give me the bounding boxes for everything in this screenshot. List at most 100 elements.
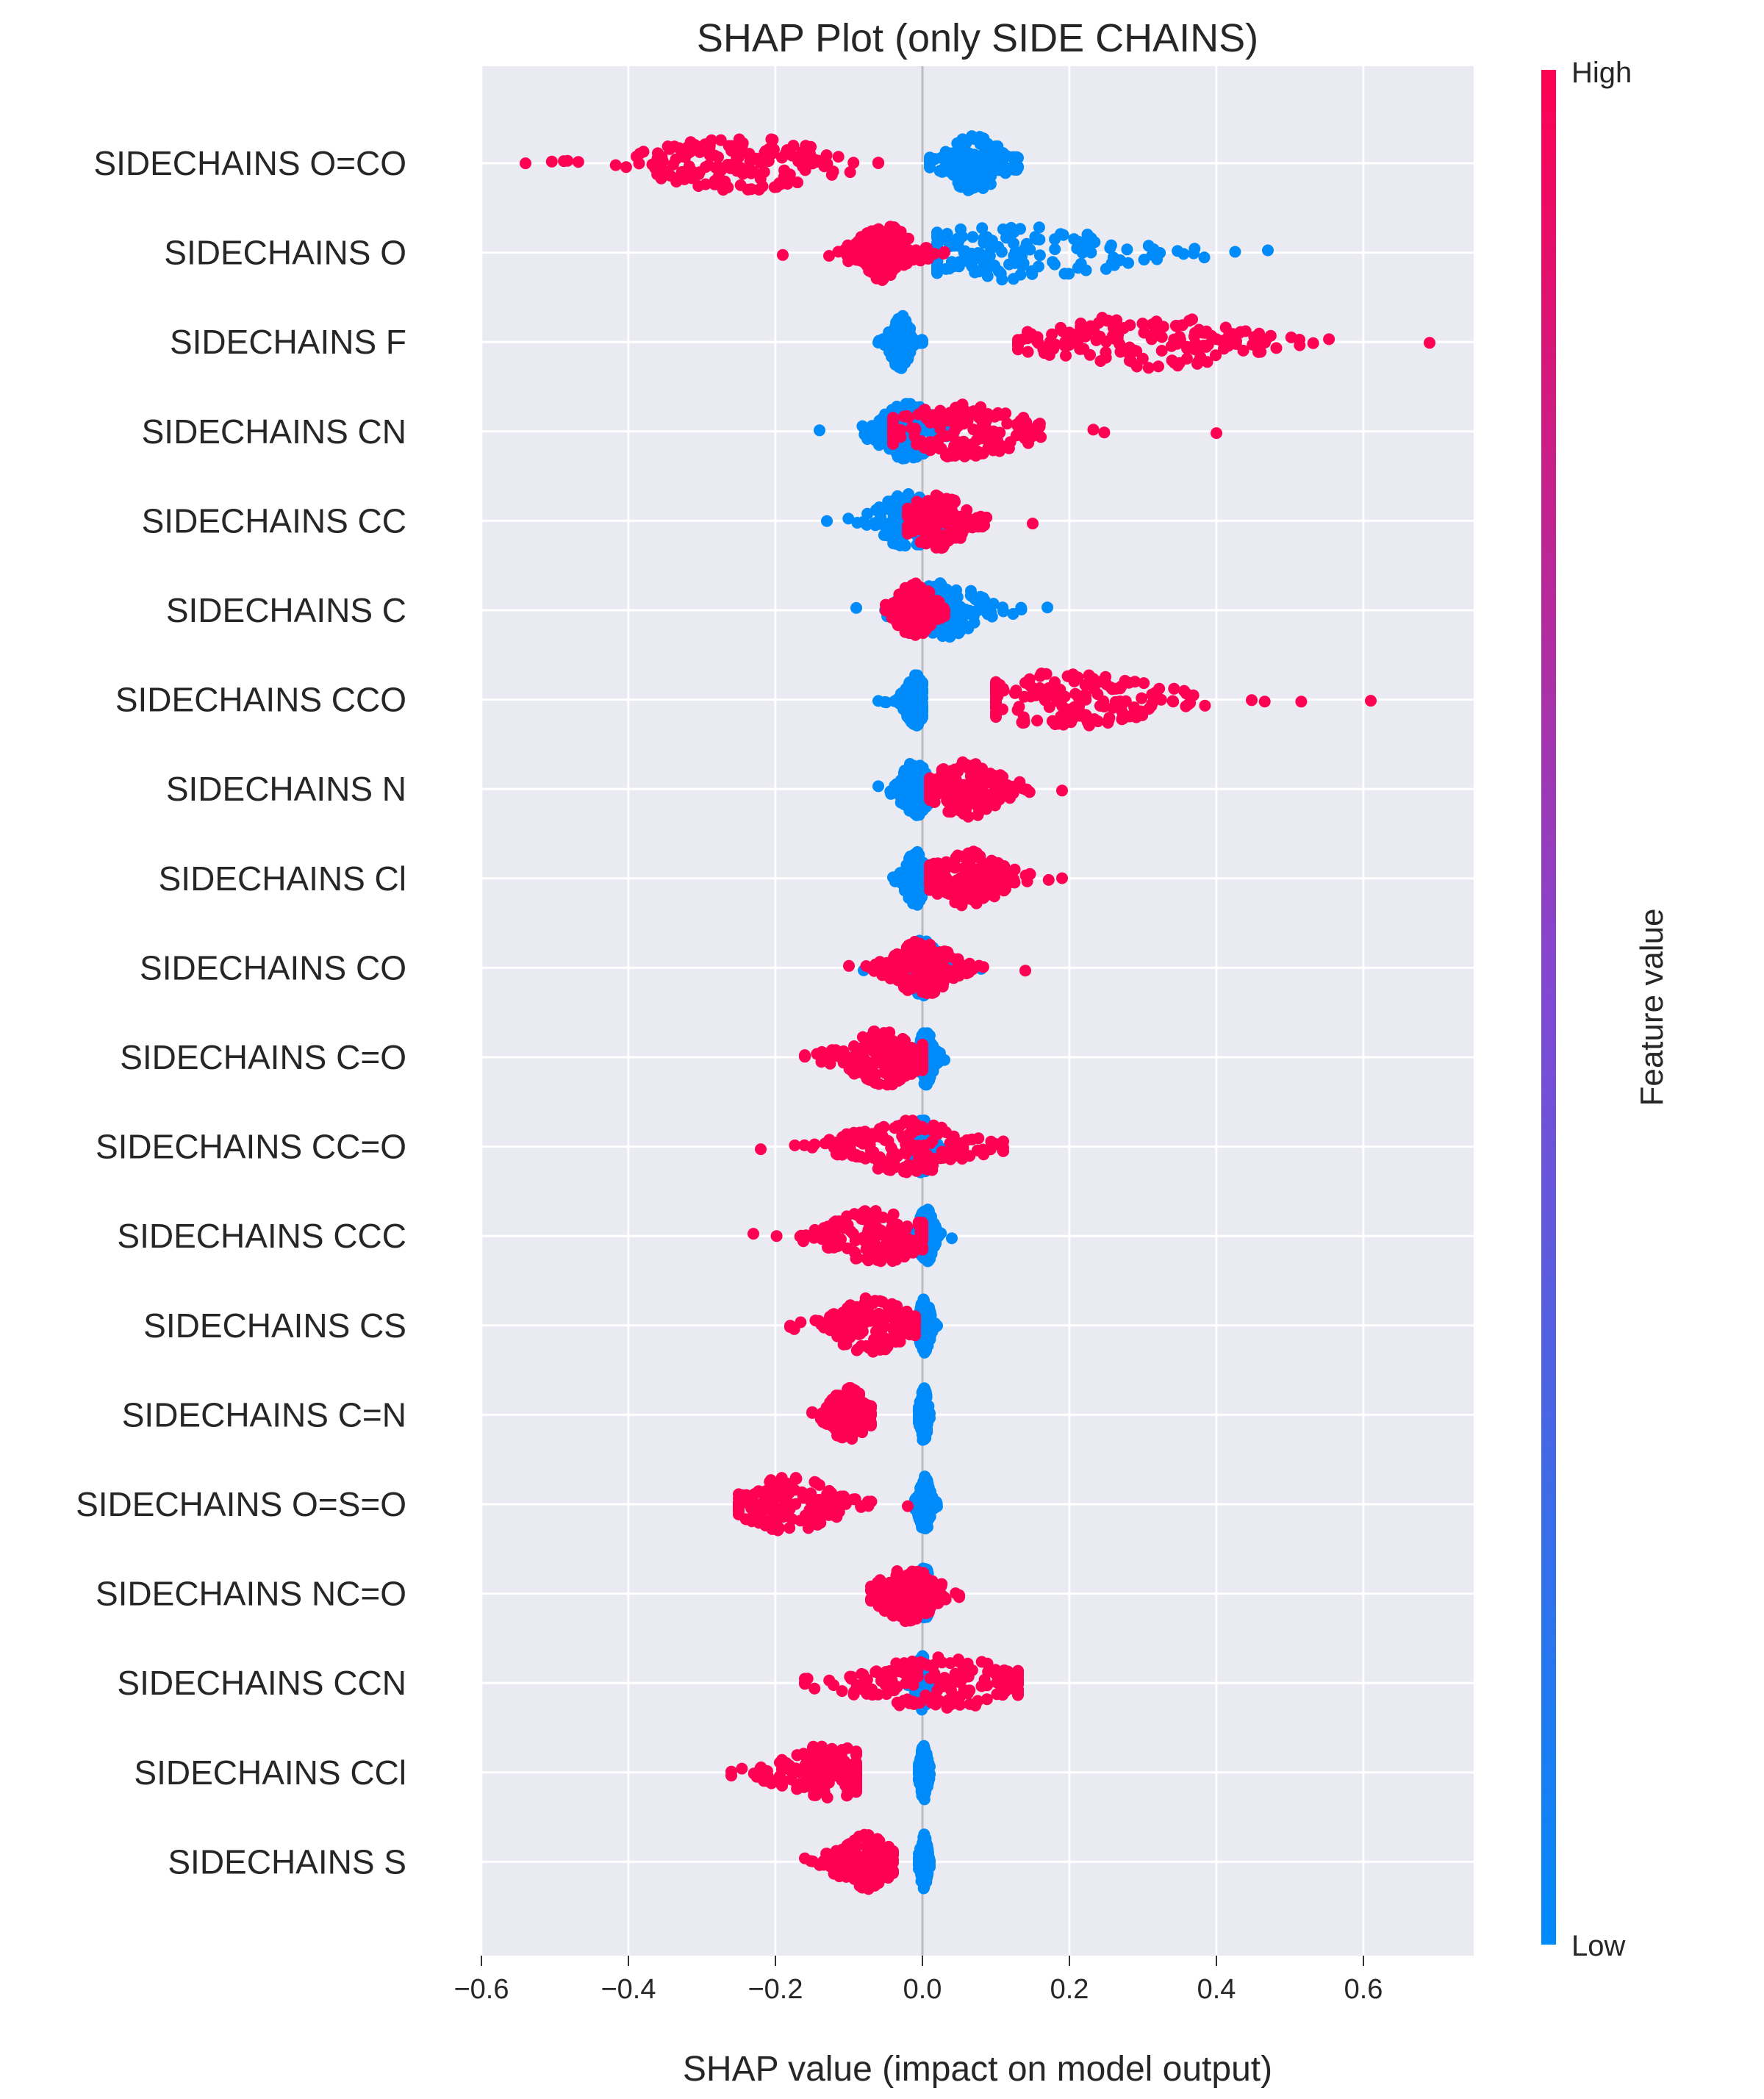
shap-point [870,504,882,516]
shap-point [620,161,632,173]
shap-point [906,1042,917,1054]
shap-point [838,1045,850,1057]
shap-point [1046,329,1058,340]
shap-point [978,232,990,244]
shap-point [1072,337,1083,348]
shap-point [1184,697,1196,709]
shap-point [825,1324,836,1336]
shap-point [990,708,1002,720]
shap-point [833,151,845,162]
shap-point [975,248,986,260]
shap-point [1168,683,1180,695]
shap-point [1026,268,1038,280]
shap-point [808,1139,820,1151]
shap-point [1121,243,1133,255]
shap-point [1012,161,1024,173]
shap-point [953,176,964,188]
shap-point [722,159,734,171]
shap-point [1022,346,1034,358]
shap-point [1091,688,1103,700]
shap-point [919,1123,931,1135]
shap-point [1136,693,1147,704]
shap-point [1100,336,1112,348]
shap-point [1138,677,1150,689]
shap-point [950,146,962,157]
shap-point [1166,340,1177,352]
shap-point [996,273,1008,285]
shap-point [1191,358,1203,370]
shap-point [1183,315,1195,326]
shap-point [889,780,900,792]
shap-point [822,1242,833,1254]
shap-point [914,809,925,820]
shap-point [1104,242,1116,254]
shap-point [889,950,900,962]
shap-point [1008,226,1020,238]
shap-point [792,176,803,188]
shap-point [906,884,917,895]
shap-point [954,805,966,817]
shap-point [1251,337,1263,349]
shap-point [1424,337,1435,348]
shap-point [919,1163,931,1175]
shap-point [851,517,863,529]
shap-point [978,1148,989,1160]
shap-point [896,1226,908,1238]
shap-point [894,1336,906,1348]
shap-point [703,160,714,171]
shap-point [1003,259,1015,271]
shap-point [959,865,971,877]
shap-point [684,147,695,159]
shap-point [763,143,775,155]
shap-point [942,415,953,426]
shap-point [1054,684,1066,696]
shap-point [1199,251,1211,263]
shap-point [883,1240,895,1251]
shap-point [965,585,977,597]
shap-point [1081,715,1093,726]
shap-point [917,1040,928,1051]
shap-point [917,677,928,689]
shap-point [918,617,930,629]
shap-point [831,1148,842,1159]
shap-point [913,1417,925,1428]
shap-point [1181,353,1193,365]
shap-point [1100,671,1111,683]
shap-point [894,616,906,628]
shap-point [896,1130,908,1142]
shap-point [924,867,936,879]
shap-point [967,607,979,618]
shap-point [777,249,789,261]
shap-point [1199,700,1211,712]
shap-point [1193,324,1205,336]
shap-point [1088,324,1100,336]
shap-point [878,964,890,976]
shap-point [934,405,946,417]
shap-point [1088,423,1100,435]
shap-point [1098,426,1110,438]
shap-point [805,141,817,153]
shap-point [1041,601,1053,613]
shap-point [573,156,584,168]
shap-point [1145,330,1157,342]
shap-point [964,1150,975,1162]
shap-point [941,625,953,637]
shap-point [1259,696,1271,707]
shap-point [863,1342,875,1354]
shap-point [973,763,985,775]
shap-point [1229,246,1241,258]
shap-point [983,441,995,453]
shap-point [850,1396,862,1408]
shap-point [631,151,642,162]
shap-point [821,515,833,527]
shap-point [969,780,980,792]
shap-point [1167,696,1179,707]
shap-point [742,184,754,196]
shap-point [912,894,924,906]
shap-point [872,337,884,348]
shap-point [957,398,969,410]
shap-point [917,1244,928,1256]
shap-point [867,1045,879,1057]
shap-point [1024,786,1036,798]
